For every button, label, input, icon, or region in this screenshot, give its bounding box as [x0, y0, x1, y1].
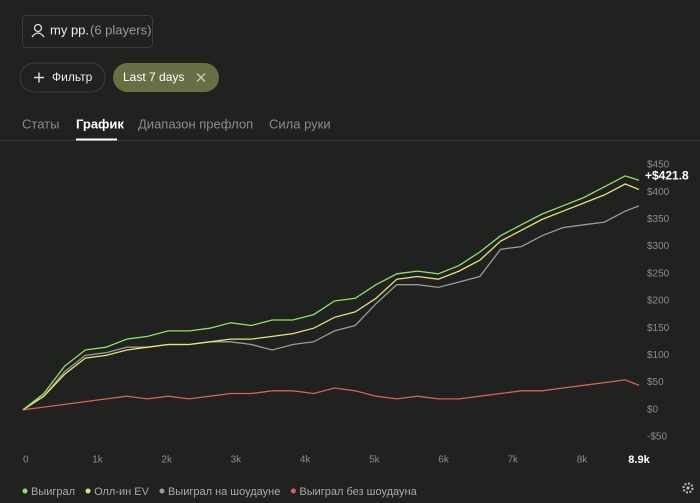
end-annotation: +$421.8 — [645, 169, 689, 183]
legend-dot — [159, 488, 165, 494]
y-tick-label: $150 — [647, 323, 670, 334]
y-tick-label: $400 — [647, 187, 670, 198]
y-tick-label: $50 — [647, 377, 664, 388]
y-tick-label: $200 — [647, 296, 670, 307]
y-tick-label: $350 — [647, 214, 670, 225]
y-tick-label: $100 — [647, 350, 670, 361]
y-tick-label: -$50 — [647, 432, 667, 443]
filter-label: Фильтр — [52, 70, 93, 84]
series-line — [22, 183, 640, 411]
gear-center — [686, 486, 690, 490]
x-tick-label: 4k — [300, 455, 312, 466]
x-tick-label: 6k — [438, 455, 450, 466]
tab[interactable]: Статы — [22, 116, 59, 131]
chip-close[interactable] — [196, 73, 206, 82]
x-tick-label: 1k — [92, 455, 104, 466]
y-tick-label: $300 — [647, 241, 670, 252]
legend-label[interactable]: Олл-ин EV — [94, 486, 150, 498]
filter-button[interactable] — [19, 62, 106, 93]
x-tick-label: 8k — [577, 455, 589, 466]
tab[interactable]: График — [76, 116, 124, 131]
x-tick-label: 0 — [23, 455, 29, 466]
group-players: (6 players) — [90, 22, 151, 37]
x-tick-label: 3k — [231, 455, 243, 466]
series-line — [22, 205, 640, 411]
legend-label[interactable]: Выиграл без шоудауна — [299, 486, 417, 498]
date-chip[interactable] — [113, 63, 219, 92]
plus-icon — [34, 72, 44, 83]
x-tick-label: 7k — [507, 455, 519, 466]
x-tick-label: 5k — [369, 455, 381, 466]
x-tick-label: 2k — [161, 455, 173, 466]
legend-dot — [22, 488, 28, 494]
tab[interactable]: Сила руки — [269, 116, 331, 131]
date-chip-label: Last 7 days — [123, 70, 184, 84]
legend-dot — [290, 488, 296, 494]
legend-label[interactable]: Выиграл — [31, 486, 75, 498]
user-icon-body — [31, 32, 45, 38]
user-icon — [33, 23, 43, 33]
legend-dot — [85, 488, 91, 494]
tab[interactable]: Диапазон префлоп — [138, 116, 253, 131]
y-tick-label: $450 — [647, 160, 670, 171]
y-tick-label: $0 — [647, 404, 659, 415]
gear — [682, 482, 694, 494]
series-line — [22, 175, 640, 411]
y-tick-label: $250 — [647, 268, 670, 279]
group-name: my pp. — [50, 22, 89, 37]
settings-icon[interactable] — [682, 482, 694, 494]
group-button[interactable] — [22, 15, 153, 48]
legend-label[interactable]: Выиграл на шоудауне — [168, 486, 280, 498]
x-tick-label: 8.9k — [628, 454, 650, 466]
series-line — [22, 379, 640, 411]
